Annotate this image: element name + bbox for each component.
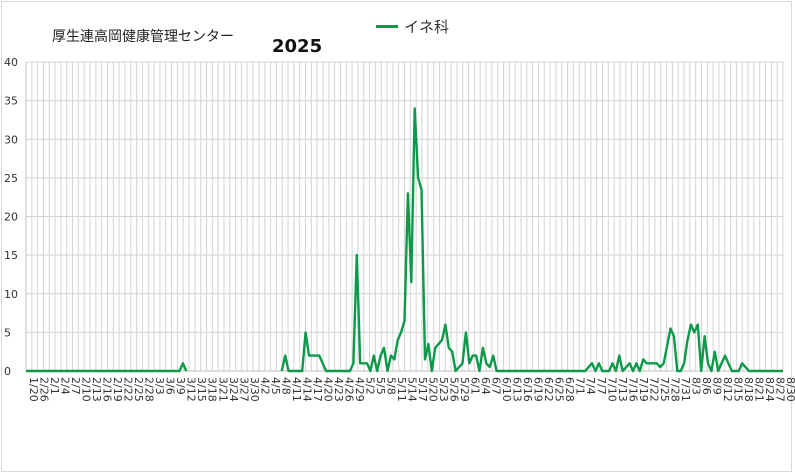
x-tick-label: 3/12 [185, 377, 198, 402]
chart-subtitle: 厚生連高岡健康管理センター [52, 29, 234, 45]
x-tick-label: 3/3 [153, 377, 166, 395]
y-tick-label: 25 [4, 172, 18, 185]
x-tick-label: 3/27 [237, 377, 250, 402]
legend-label: イネ科 [404, 18, 450, 36]
x-tick-label: 7/10 [605, 377, 618, 402]
x-tick-label: 4/2 [258, 377, 271, 395]
x-tick-label: 2/16 [101, 377, 114, 402]
x-tick-label: 5/8 [384, 377, 397, 395]
x-tick-label: 8/9 [710, 377, 723, 395]
x-tick-label: 5/29 [458, 377, 471, 402]
x-tick-label: 2/25 [132, 377, 145, 402]
x-tick-label: 4/11 [290, 377, 303, 402]
x-tick-label: 1/20 [27, 377, 40, 402]
x-tick-label: 2/26 [38, 377, 51, 402]
x-tick-label: 2/7 [69, 377, 82, 395]
x-tick-label: 8/3 [689, 377, 702, 395]
x-tick-label: 2/13 [90, 377, 103, 402]
series-line-ine-ka [26, 362, 188, 373]
x-tick-label: 6/7 [490, 377, 503, 395]
x-tick-label: 7/1 [574, 377, 587, 395]
y-tick-label: 5 [4, 326, 11, 339]
x-tick-label: 7/25 [658, 377, 671, 402]
x-tick-label: 8/18 [742, 377, 755, 402]
x-tick-label: 5/26 [448, 377, 461, 402]
x-tick-label: 3/21 [216, 377, 229, 402]
x-tick-label: 3/24 [227, 377, 240, 402]
x-tick-label: 4/5 [269, 377, 282, 395]
x-tick-label: 7/16 [626, 377, 639, 402]
x-tick-label: 4/17 [311, 377, 324, 402]
x-tick-label: 6/16 [521, 377, 534, 402]
x-tick-label: 3/18 [206, 377, 219, 402]
x-tick-label: 4/29 [353, 377, 366, 402]
legend-swatch [376, 25, 398, 28]
x-tick-label: 5/5 [374, 377, 387, 395]
x-tick-label: 7/4 [584, 377, 597, 395]
x-tick-label: 8/6 [700, 377, 713, 395]
x-tick-label: 6/25 [553, 377, 566, 402]
y-tick-label: 0 [4, 365, 11, 378]
x-tick-label: 8/21 [752, 377, 765, 402]
x-tick-label: 2/4 [59, 377, 72, 395]
x-tick-label: 6/13 [511, 377, 524, 402]
chart-title: 2025 [272, 36, 323, 57]
x-tick-label: 7/28 [668, 377, 681, 402]
x-tick-label: 7/19 [637, 377, 650, 402]
x-tick-label: 4/8 [279, 377, 292, 395]
x-tick-label: 4/26 [342, 377, 355, 402]
x-tick-label: 7/13 [616, 377, 629, 402]
x-tick-label: 6/22 [542, 377, 555, 402]
x-tick-label: 8/27 [773, 377, 786, 402]
x-tick-label: 2/1 [48, 377, 61, 395]
x-tick-label: 6/10 [500, 377, 513, 402]
x-tick-label: 5/17 [416, 377, 429, 402]
chart-legend: イネ科 [376, 16, 449, 37]
y-tick-label: 30 [4, 133, 18, 146]
x-tick-label: 6/28 [563, 377, 576, 402]
x-tick-label: 8/12 [721, 377, 734, 402]
x-tick-label: 5/14 [406, 377, 419, 402]
y-tick-label: 15 [4, 249, 18, 262]
x-tick-label: 2/28 [143, 377, 156, 402]
x-tick-label: 4/14 [300, 377, 313, 402]
x-tick-label: 2/22 [122, 377, 135, 402]
x-tick-label: 3/15 [195, 377, 208, 402]
x-tick-label: 2/19 [111, 377, 124, 402]
x-tick-label: 4/23 [332, 377, 345, 402]
x-tick-label: 3/9 [174, 377, 187, 395]
x-tick-label: 3/6 [164, 377, 177, 395]
x-tick-label: 5/20 [427, 377, 440, 402]
x-tick-label: 8/30 [784, 377, 795, 402]
y-tick-label: 20 [4, 211, 18, 224]
x-tick-label: 3/30 [248, 377, 261, 402]
x-tick-label: 2/10 [80, 377, 93, 402]
x-tick-label: 7/31 [679, 377, 692, 402]
x-tick-label: 5/2 [363, 377, 376, 395]
x-tick-label: 5/11 [395, 377, 408, 402]
y-tick-label: 10 [4, 288, 18, 301]
x-tick-label: 7/7 [595, 377, 608, 395]
x-tick-label: 5/23 [437, 377, 450, 402]
y-tick-label: 40 [4, 56, 18, 69]
x-tick-label: 6/4 [479, 377, 492, 395]
x-tick-label: 7/22 [647, 377, 660, 402]
y-tick-label: 35 [4, 95, 18, 108]
x-tick-label: 8/24 [763, 377, 776, 402]
x-tick-label: 6/19 [532, 377, 545, 402]
x-tick-label: 8/15 [731, 377, 744, 402]
x-tick-label: 6/1 [469, 377, 482, 395]
x-tick-label: 4/20 [321, 377, 334, 402]
